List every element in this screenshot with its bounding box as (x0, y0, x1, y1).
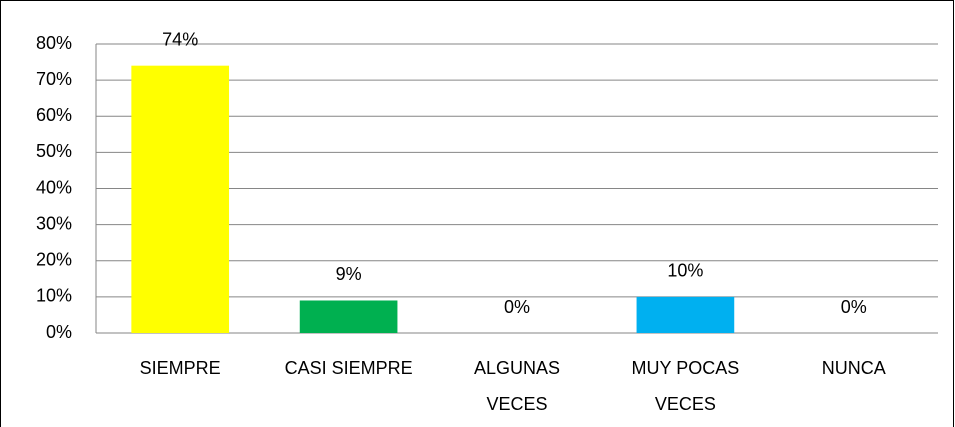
y-tick-label: 70% (36, 69, 72, 89)
y-tick-label: 0% (46, 322, 72, 342)
x-tick-label-line: VECES (486, 394, 547, 414)
y-tick-label: 80% (36, 33, 72, 53)
x-tick-label-line: ALGUNAS (474, 358, 560, 378)
bar (131, 65, 230, 334)
value-label: 9% (336, 264, 362, 284)
y-tick-label: 20% (36, 250, 72, 270)
x-tick-label: ALGUNAS VECES (474, 358, 560, 414)
bar (636, 296, 735, 333)
y-tick-label: 40% (36, 177, 72, 197)
bar (299, 300, 398, 333)
y-tick-label: 10% (36, 286, 72, 306)
x-tick-label: NUNCA (822, 358, 886, 378)
y-tick-label: 60% (36, 105, 72, 125)
x-tick-label-line: MUY POCAS (632, 358, 740, 378)
x-tick-label: SIEMPRE (140, 358, 221, 378)
x-tick-label: CASI SIEMPRE (285, 358, 413, 378)
x-tick-label: MUY POCAS VECES (632, 358, 740, 414)
value-label: 0% (504, 297, 530, 317)
y-tick-label: 30% (36, 213, 72, 233)
y-tick-label: 50% (36, 141, 72, 161)
value-label: 0% (841, 297, 867, 317)
value-label: 10% (667, 261, 703, 281)
x-tick-label-line: VECES (655, 394, 716, 414)
value-label: 74% (162, 29, 198, 49)
